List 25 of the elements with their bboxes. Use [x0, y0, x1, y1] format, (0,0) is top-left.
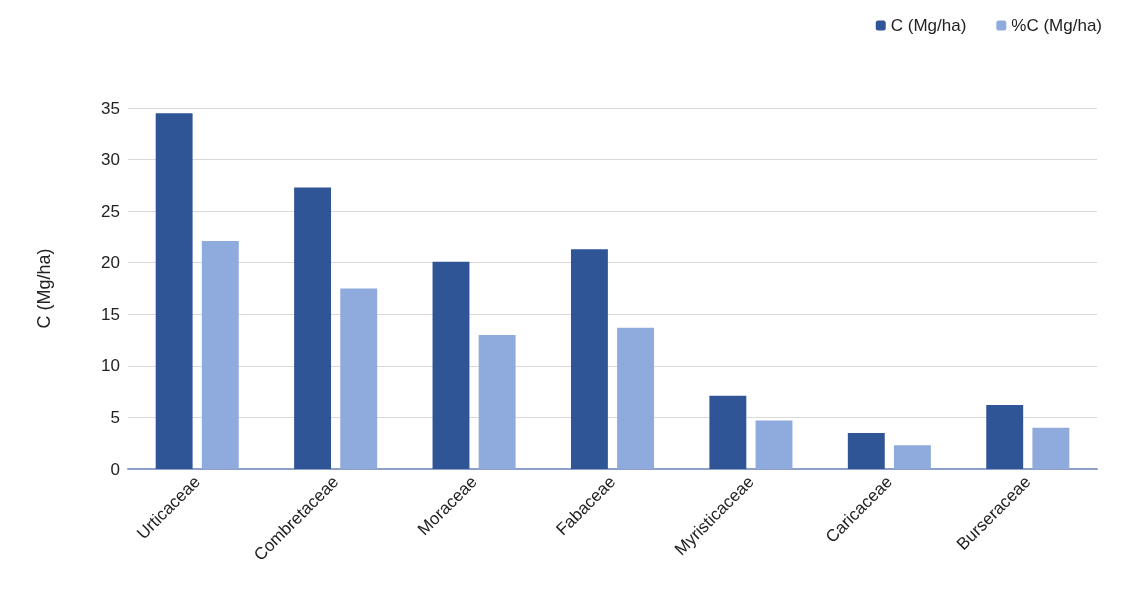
bar: [709, 395, 747, 469]
y-axis-title: C (Mg/ha): [34, 248, 54, 329]
y-tick-label: 25: [101, 201, 120, 221]
y-tick-label: 20: [101, 253, 120, 273]
bar: [617, 327, 655, 469]
legend-label: %C (Mg/ha): [1011, 16, 1102, 35]
bar: [432, 261, 470, 469]
bar: [755, 420, 793, 469]
y-tick-label: 5: [110, 407, 120, 427]
legend-label: C (Mg/ha): [890, 16, 967, 35]
y-tick-label: 35: [101, 98, 120, 118]
y-tick-label: 0: [110, 459, 120, 479]
bar: [847, 432, 885, 469]
bar: [1032, 427, 1070, 469]
y-tick-label: 10: [101, 356, 120, 376]
bar: [986, 405, 1024, 469]
bar: [155, 113, 193, 469]
bar: [478, 334, 516, 469]
bar: [294, 187, 332, 469]
y-tick-label: 15: [101, 304, 120, 324]
bar: [201, 241, 239, 469]
bar: [570, 249, 608, 469]
y-tick-label: 30: [101, 150, 120, 170]
bar: [893, 445, 931, 469]
bar: [340, 288, 378, 469]
